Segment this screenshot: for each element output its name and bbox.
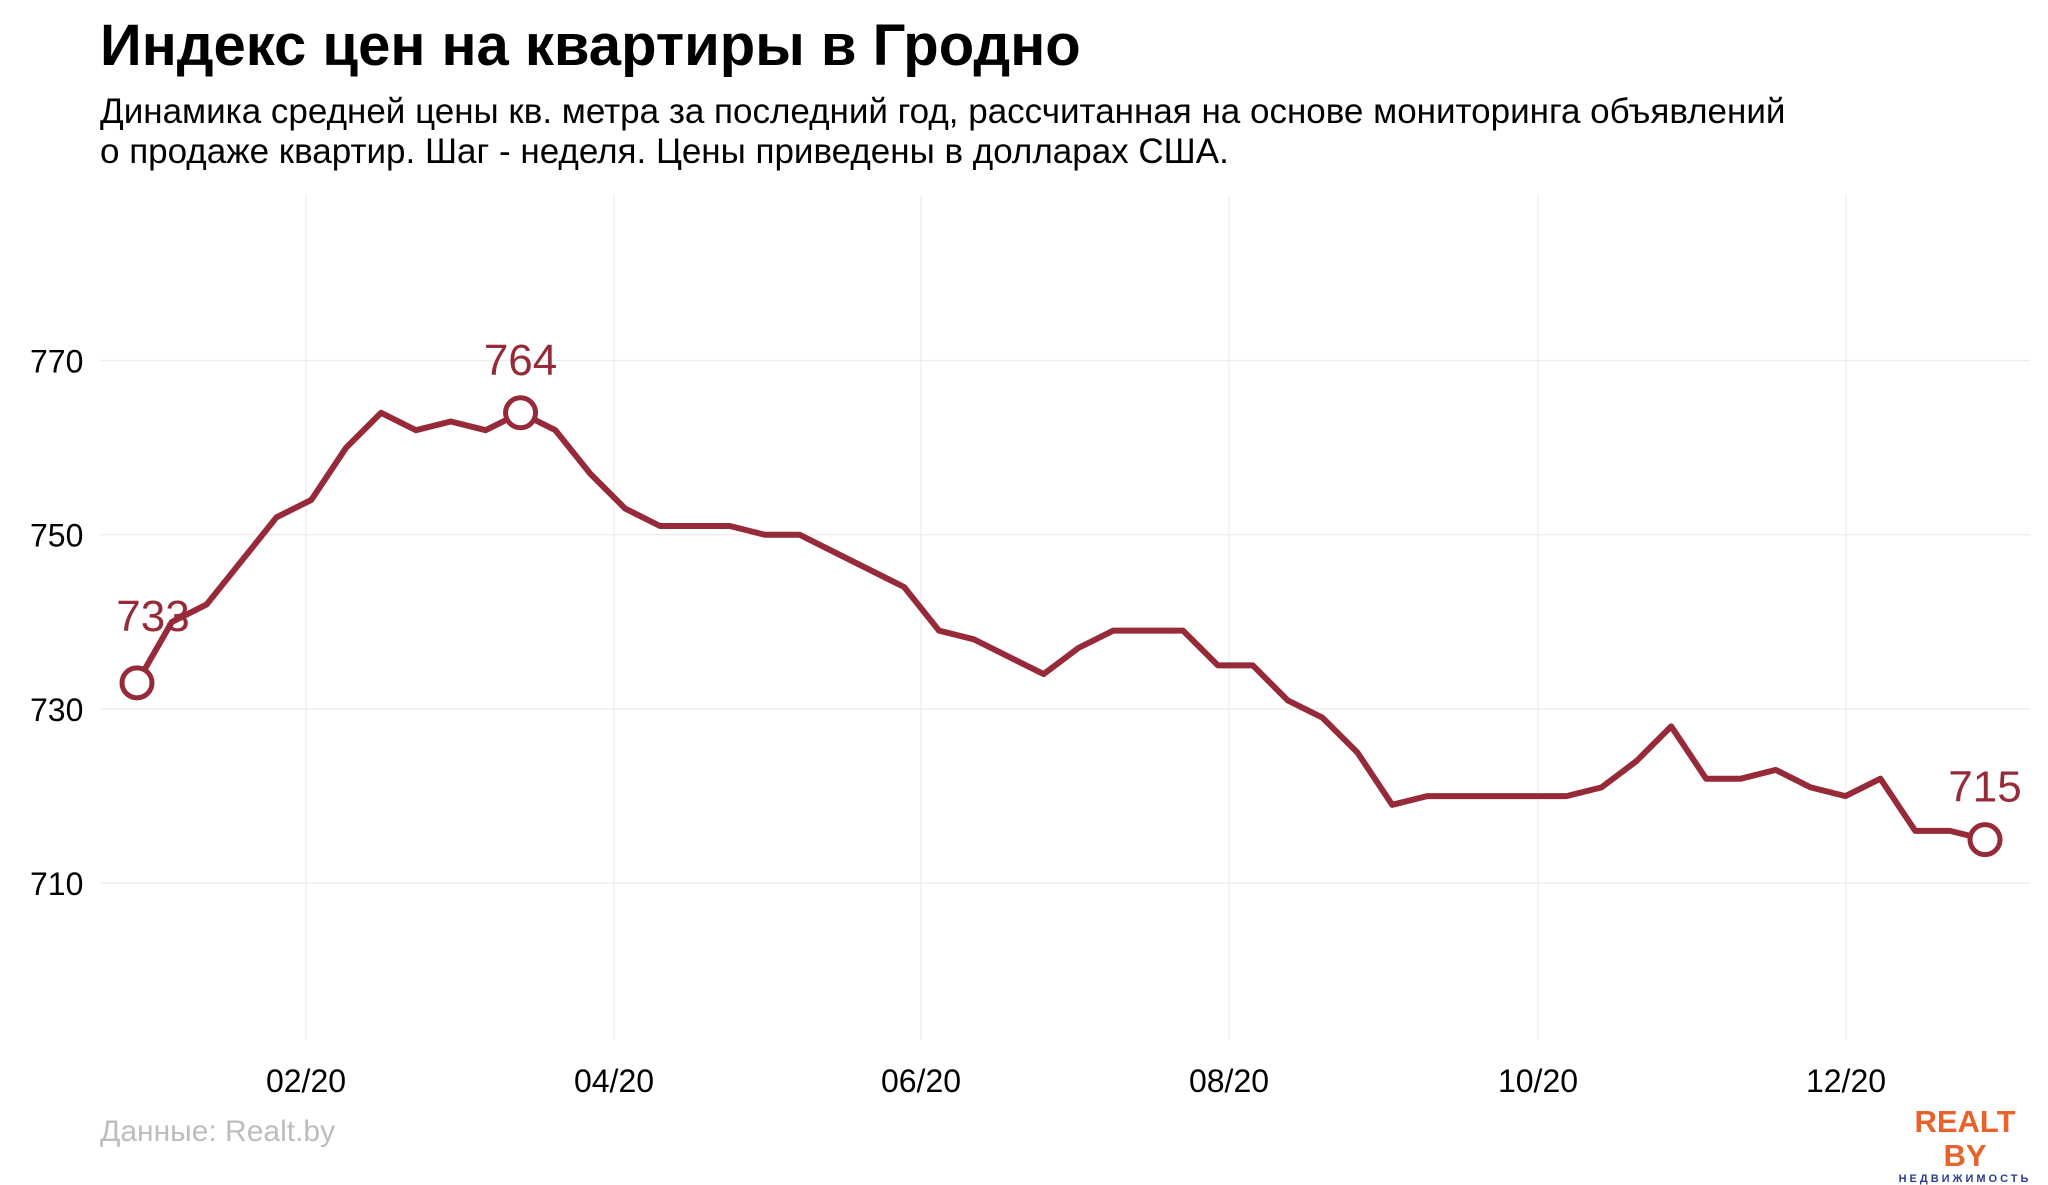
y-tick-label: 750 — [30, 518, 83, 554]
chart-subtitle: Динамика средней цены кв. метра за после… — [100, 92, 1786, 171]
y-tick-label: 710 — [30, 866, 83, 902]
x-tick-label: 02/20 — [266, 1063, 346, 1099]
x-tick-label: 06/20 — [881, 1063, 961, 1099]
highlight-marker — [503, 395, 539, 431]
x-tick-label: 10/20 — [1498, 1063, 1578, 1099]
highlight-marker — [1967, 822, 2003, 858]
data-source-note: Данные: Realt.by — [100, 1115, 336, 1148]
value-label: 715 — [1948, 763, 2021, 812]
series-layer — [134, 409, 1988, 843]
price-index-line — [134, 409, 1988, 843]
logo-main-text: REALT BY — [1914, 1104, 2016, 1173]
value-label: 764 — [484, 336, 557, 385]
y-tick-label: 770 — [30, 344, 83, 380]
value-label: 733 — [116, 592, 189, 641]
logo-sub-text: НЕДВИЖИМОСТЬ — [1898, 1173, 2032, 1185]
highlight-marker — [119, 665, 155, 701]
x-tick-label: 08/20 — [1189, 1063, 1269, 1099]
realt-logo: REALT BY НЕДВИЖИМОСТЬ — [1890, 1105, 2040, 1185]
axis-labels: 710 730 750 770 02/20 04/20 06/20 08/20 10/20 12/… — [30, 344, 1886, 1099]
y-tick-label: 730 — [30, 692, 83, 728]
grid-layer — [100, 195, 2030, 1040]
annotation-layer: 733 764 715 — [116, 336, 2022, 858]
x-tick-label: 04/20 — [574, 1063, 654, 1099]
x-tick-label: 12/20 — [1806, 1063, 1886, 1099]
chart-title: Индекс цен на квартиры в Гродно — [100, 13, 1081, 78]
